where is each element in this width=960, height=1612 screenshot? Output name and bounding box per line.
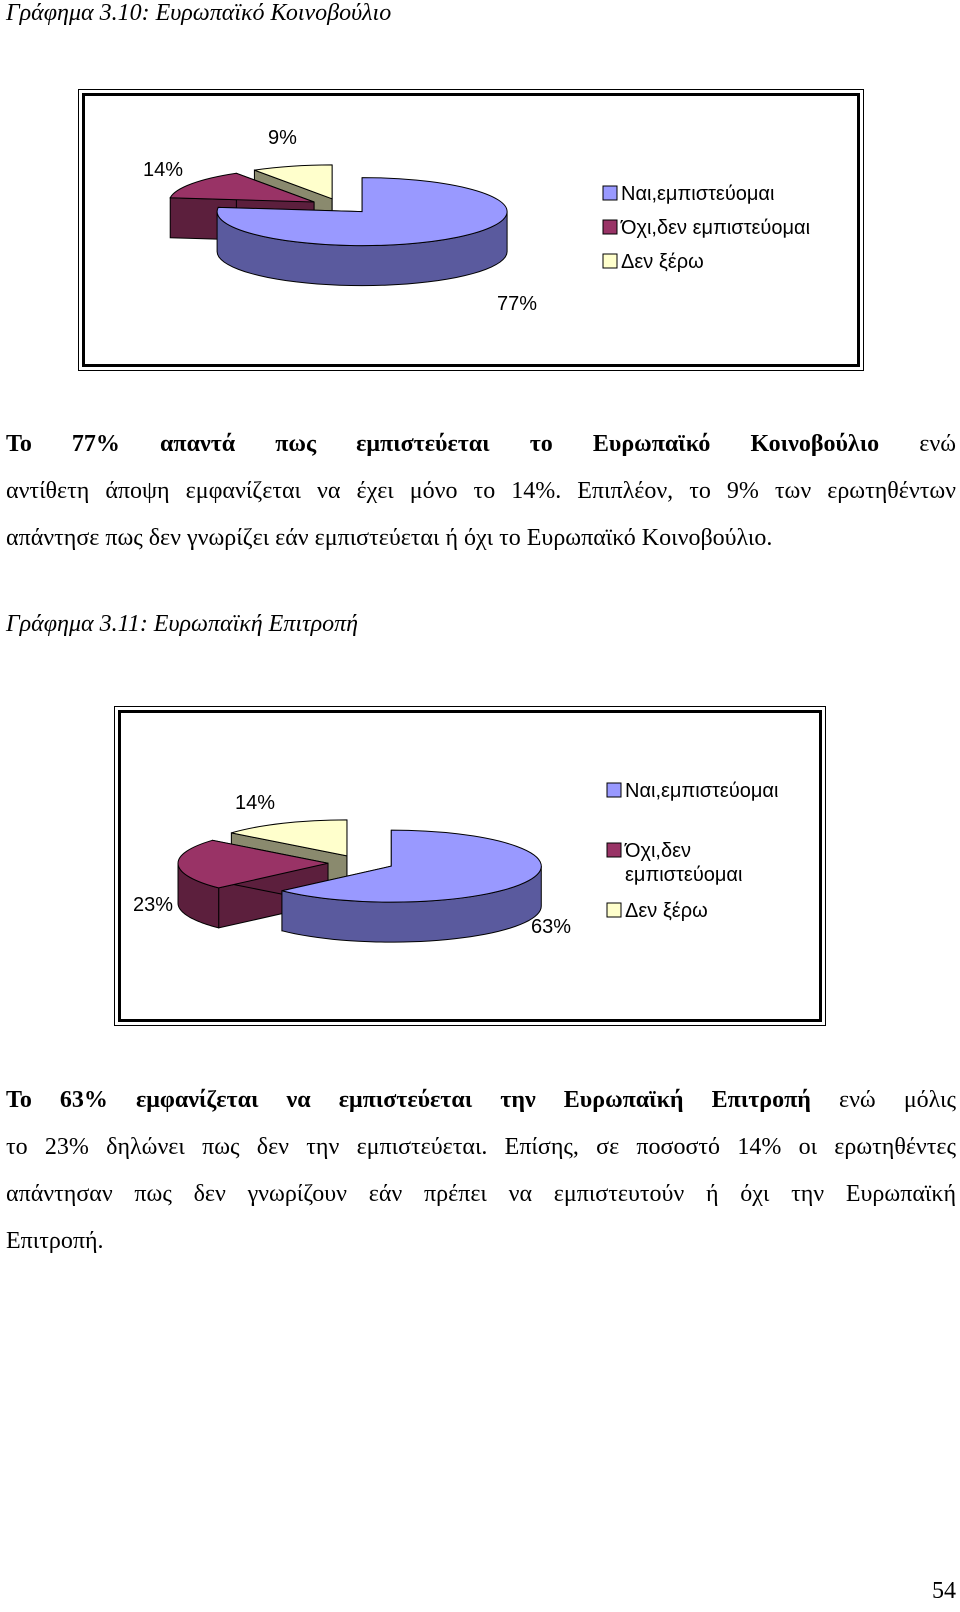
data-label-3: 9%	[268, 127, 297, 149]
legend-swatch-1	[606, 782, 622, 798]
paragraph-2: Το 63% εμφανίζεται να εμπιστεύεται την Ε…	[6, 1077, 956, 1265]
legend-label-1: Ναι,εμπιστεύομαι	[625, 780, 778, 802]
paragraph-1-bold: Το 77% απαντά πως εμπιστεύεται το Ευρωπα…	[6, 431, 880, 457]
legend-swatch-2	[606, 842, 622, 858]
paragraph-2-line-3: απάντησαν πως δεν γνωρίζουν εάν πρέπει ν…	[6, 1181, 956, 1207]
legend-label-3: Δεν ξέρω	[625, 900, 708, 922]
paragraph-1-line-2: αντίθετη άποψη εμφανίζεται να έχει μόνο …	[6, 478, 956, 504]
paragraph-1-line-3: απάντησε πως δεν γνωρίζει εάν εμπιστεύετ…	[6, 525, 773, 551]
pie-chart-2: 63% 23% 14% Ναι,εμπιστεύομαι Όχι,δεν εμπιστεύ…	[133, 780, 778, 943]
paragraph-2-line-1-rest: ενώ μόλις	[810, 1087, 956, 1113]
data-label-2: 14%	[143, 159, 183, 181]
page-number: 54	[932, 1578, 956, 1604]
legend: Ναι,εμπιστεύομαι Όχι,δεν εμπιστεύομαι Δεν ξ…	[606, 780, 778, 922]
pie-chart-1: 77% 14% 9% Ναι,εμπιστεύομαι Όχι,δεν εμπιστεύ…	[143, 127, 810, 315]
paragraph-2-line-4: Επιτροπή.	[6, 1228, 104, 1254]
figure-caption-2: Γράφημα 3.11: Ευρωπαϊκή Επιτροπή	[6, 611, 359, 637]
chart-frame-1: 77% 14% 9% Ναι,εμπιστεύομαι Όχι,δεν εμπιστεύ…	[78, 89, 864, 371]
pie-slice-top-3	[254, 164, 333, 200]
legend-swatch-3	[602, 253, 618, 269]
pie-slice-top-1	[216, 177, 508, 247]
legend-label-2: Όχι,δεν εμπιστεύομαι	[620, 217, 810, 239]
legend-label-1: Ναι,εμπιστεύομαι	[621, 183, 774, 205]
pie-slice-top-2	[169, 172, 315, 203]
paragraph-2-line-2: το 23% δηλώνει πως δεν την εμπιστεύεται.…	[6, 1134, 956, 1160]
legend-swatch-2	[602, 219, 618, 235]
legend-swatch-3	[606, 902, 622, 918]
data-label-3: 14%	[235, 792, 275, 814]
figure-caption-1: Γράφημα 3.10: Ευρωπαϊκό Κοινοβούλιο	[6, 0, 392, 26]
pie-slice-top-1	[281, 829, 542, 903]
legend-label-2: Όχι,δεν εμπιστεύομαι	[624, 840, 742, 886]
paragraph-1-line-1-rest: ενώ	[879, 431, 956, 457]
data-label-1: 77%	[497, 293, 537, 315]
paragraph-1: Το 77% απαντά πως εμπιστεύεται το Ευρωπα…	[6, 421, 956, 562]
pie-slice-top-2	[177, 839, 329, 889]
chart-frame-2: 63% 23% 14% Ναι,εμπιστεύομαι Όχι,δεν εμπιστεύ…	[114, 706, 826, 1026]
paragraph-2-bold: Το 63% εμφανίζεται να εμπιστεύεται την Ε…	[6, 1087, 811, 1113]
paragraph-1-line-1: Το 77% απαντά πως εμπιστεύεται το Ευρωπα…	[6, 421, 956, 468]
data-label-2: 23%	[133, 894, 173, 916]
legend-label-3: Δεν ξέρω	[621, 251, 704, 273]
pie-slice-top-3	[231, 819, 348, 857]
legend: Ναι,εμπιστεύομαι Όχι,δεν εμπιστεύομαι Δεν …	[602, 183, 810, 273]
legend-swatch-1	[602, 185, 618, 201]
data-label-1: 63%	[531, 916, 571, 938]
paragraph-2-line-1: Το 63% εμφανίζεται να εμπιστεύεται την Ε…	[6, 1077, 956, 1124]
